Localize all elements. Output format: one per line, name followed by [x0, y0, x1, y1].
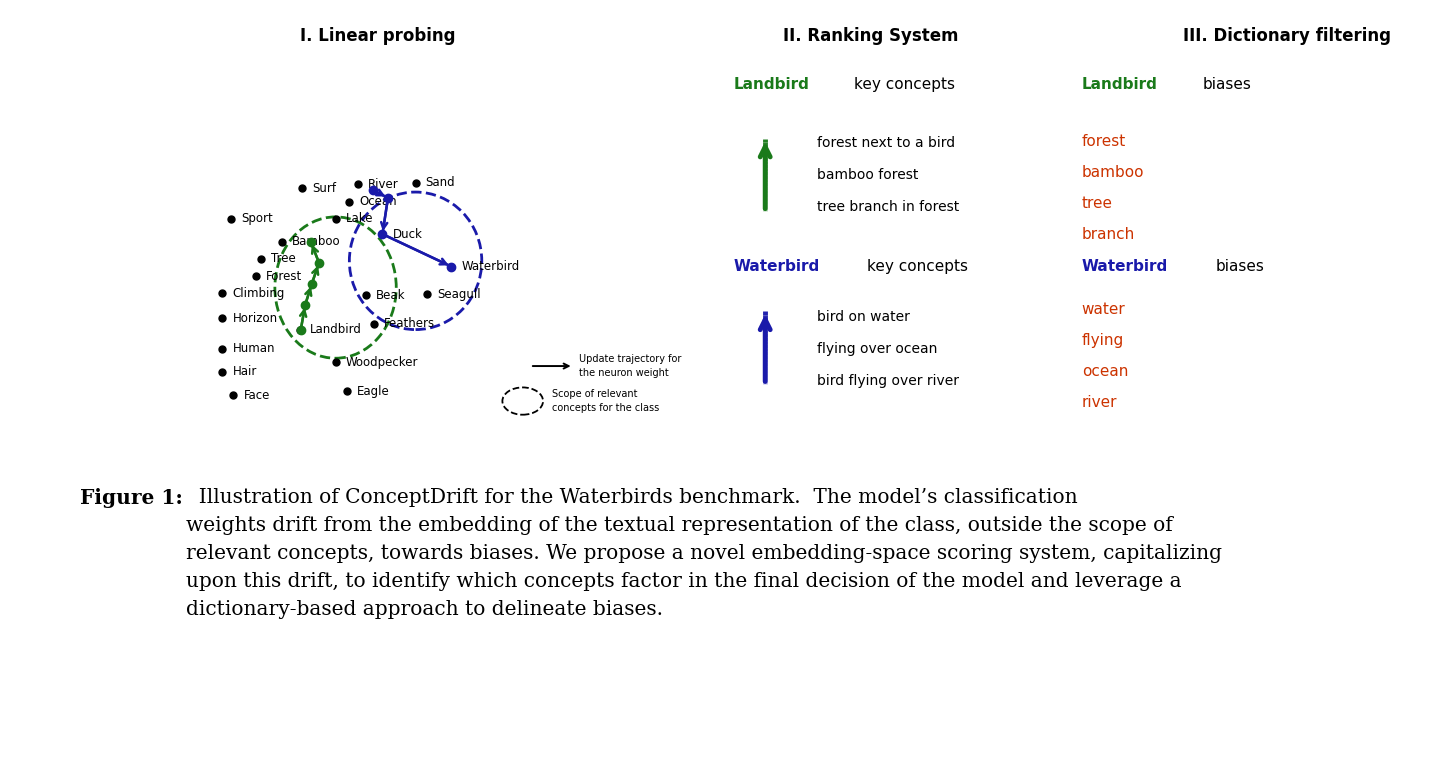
Text: water: water	[1082, 303, 1125, 318]
Text: Ocean: Ocean	[360, 195, 398, 208]
Text: Woodpecker: Woodpecker	[346, 356, 418, 368]
Text: river: river	[1082, 395, 1117, 410]
Text: Bamboo: Bamboo	[292, 235, 341, 249]
Text: biases: biases	[1215, 260, 1265, 274]
Text: Face: Face	[244, 389, 270, 401]
Text: bird flying over river: bird flying over river	[817, 374, 960, 388]
Text: Illustration of ConceptDrift for the Waterbirds benchmark.  The model’s classifi: Illustration of ConceptDrift for the Wat…	[186, 488, 1221, 619]
Text: biases: biases	[1202, 78, 1252, 93]
Text: branch: branch	[1082, 227, 1135, 242]
Text: Sport: Sport	[241, 212, 273, 225]
Text: Figure 1:: Figure 1:	[80, 488, 183, 508]
Text: ocean: ocean	[1082, 365, 1128, 379]
Text: bird on water: bird on water	[817, 310, 910, 324]
Text: tree: tree	[1082, 196, 1112, 211]
Text: Duck: Duck	[392, 227, 423, 241]
Text: Beak: Beak	[376, 289, 405, 302]
Text: bamboo: bamboo	[1082, 165, 1144, 180]
Text: Scope of relevant
concepts for the class: Scope of relevant concepts for the class	[552, 390, 659, 412]
Text: Horizon: Horizon	[232, 311, 277, 325]
Text: Landbird: Landbird	[733, 78, 809, 93]
Text: key concepts: key concepts	[854, 78, 955, 93]
Text: Seagull: Seagull	[437, 288, 481, 301]
Text: River: River	[367, 178, 398, 191]
Text: Update trajectory for
the neuron weight: Update trajectory for the neuron weight	[579, 354, 682, 378]
Text: I. Linear probing: I. Linear probing	[299, 27, 456, 45]
Text: tree branch in forest: tree branch in forest	[817, 200, 960, 214]
Text: Waterbird: Waterbird	[733, 260, 819, 274]
Text: forest: forest	[1082, 134, 1125, 149]
Text: III. Dictionary filtering: III. Dictionary filtering	[1183, 27, 1391, 45]
Text: flying over ocean: flying over ocean	[817, 342, 938, 356]
Text: Landbird: Landbird	[1082, 78, 1157, 93]
Text: Human: Human	[232, 342, 274, 355]
Text: Waterbird: Waterbird	[1082, 260, 1167, 274]
Text: Forest: Forest	[266, 270, 302, 282]
Text: Hair: Hair	[232, 365, 257, 378]
Text: II. Ranking System: II. Ranking System	[784, 27, 958, 45]
Text: Landbird: Landbird	[309, 323, 362, 336]
Text: key concepts: key concepts	[867, 260, 968, 274]
Text: flying: flying	[1082, 333, 1124, 348]
Text: Feathers: Feathers	[385, 318, 436, 330]
Text: Waterbird: Waterbird	[462, 260, 520, 273]
Text: Lake: Lake	[346, 212, 373, 225]
Text: bamboo forest: bamboo forest	[817, 169, 919, 182]
Text: forest next to a bird: forest next to a bird	[817, 136, 955, 151]
Text: Sand: Sand	[425, 176, 456, 189]
Text: Eagle: Eagle	[357, 385, 389, 398]
Text: Climbing: Climbing	[232, 287, 285, 299]
Text: Tree: Tree	[272, 252, 296, 266]
Text: Surf: Surf	[312, 182, 337, 194]
